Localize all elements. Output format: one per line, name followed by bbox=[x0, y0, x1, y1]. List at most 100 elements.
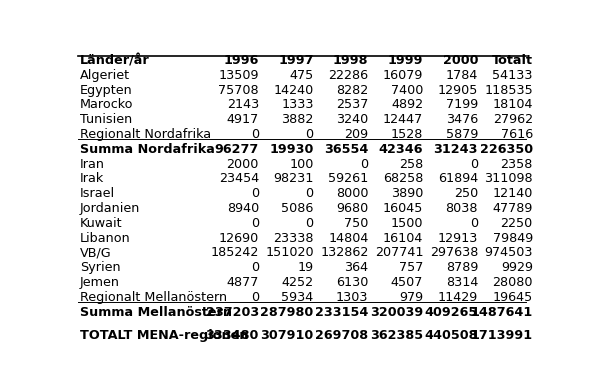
Text: 475: 475 bbox=[289, 69, 314, 82]
Text: 100: 100 bbox=[289, 158, 314, 170]
Text: 42346: 42346 bbox=[379, 143, 423, 156]
Text: 8000: 8000 bbox=[336, 187, 369, 200]
Text: 8940: 8940 bbox=[227, 202, 259, 215]
Text: 4877: 4877 bbox=[227, 276, 259, 289]
Text: 22286: 22286 bbox=[329, 69, 369, 82]
Text: Tunisien: Tunisien bbox=[80, 113, 133, 126]
Text: 12690: 12690 bbox=[219, 231, 259, 245]
Text: 132862: 132862 bbox=[320, 247, 369, 259]
Text: 23338: 23338 bbox=[273, 231, 314, 245]
Text: 31243: 31243 bbox=[434, 143, 478, 156]
Text: 4507: 4507 bbox=[391, 276, 423, 289]
Text: 16104: 16104 bbox=[383, 231, 423, 245]
Text: 12140: 12140 bbox=[492, 187, 533, 200]
Text: 13509: 13509 bbox=[219, 69, 259, 82]
Text: 0: 0 bbox=[251, 187, 259, 200]
Text: 1998: 1998 bbox=[333, 54, 369, 67]
Text: Irak: Irak bbox=[80, 172, 104, 185]
Text: 333480: 333480 bbox=[206, 329, 259, 342]
Text: Totalt: Totalt bbox=[492, 54, 533, 67]
Text: 8282: 8282 bbox=[336, 84, 369, 97]
Text: 209: 209 bbox=[345, 128, 369, 141]
Text: Regionalt Mellanöstern: Regionalt Mellanöstern bbox=[80, 291, 227, 304]
Text: 185242: 185242 bbox=[211, 247, 259, 259]
Text: 307910: 307910 bbox=[260, 329, 314, 342]
Text: 6130: 6130 bbox=[336, 276, 369, 289]
Text: 8789: 8789 bbox=[446, 261, 478, 274]
Text: Summa Nordafrika: Summa Nordafrika bbox=[80, 143, 215, 156]
Text: 1996: 1996 bbox=[224, 54, 259, 67]
Text: 23454: 23454 bbox=[219, 172, 259, 185]
Text: 0: 0 bbox=[306, 128, 314, 141]
Text: 151020: 151020 bbox=[265, 247, 314, 259]
Text: 750: 750 bbox=[344, 217, 369, 230]
Text: VB/G: VB/G bbox=[80, 247, 112, 259]
Text: 2537: 2537 bbox=[336, 98, 369, 111]
Text: 979: 979 bbox=[399, 291, 423, 304]
Text: 16079: 16079 bbox=[383, 69, 423, 82]
Text: 3882: 3882 bbox=[282, 113, 314, 126]
Text: 19645: 19645 bbox=[492, 291, 533, 304]
Text: 1528: 1528 bbox=[391, 128, 423, 141]
Text: 19930: 19930 bbox=[269, 143, 314, 156]
Text: Jordanien: Jordanien bbox=[80, 202, 140, 215]
Text: 75708: 75708 bbox=[219, 84, 259, 97]
Text: Summa Mellanöstern: Summa Mellanöstern bbox=[80, 306, 232, 319]
Text: Jemen: Jemen bbox=[80, 276, 120, 289]
Text: 287980: 287980 bbox=[260, 306, 314, 319]
Text: 207741: 207741 bbox=[375, 247, 423, 259]
Text: 11429: 11429 bbox=[438, 291, 478, 304]
Text: 757: 757 bbox=[399, 261, 423, 274]
Text: 297638: 297638 bbox=[430, 247, 478, 259]
Text: 27962: 27962 bbox=[493, 113, 533, 126]
Text: 9929: 9929 bbox=[501, 261, 533, 274]
Text: 96277: 96277 bbox=[215, 143, 259, 156]
Text: 79849: 79849 bbox=[492, 231, 533, 245]
Text: 59261: 59261 bbox=[328, 172, 369, 185]
Text: Marocko: Marocko bbox=[80, 98, 134, 111]
Text: 1303: 1303 bbox=[336, 291, 369, 304]
Text: 440508: 440508 bbox=[425, 329, 478, 342]
Text: 12447: 12447 bbox=[383, 113, 423, 126]
Text: 0: 0 bbox=[306, 187, 314, 200]
Text: 320039: 320039 bbox=[370, 306, 423, 319]
Text: Syrien: Syrien bbox=[80, 261, 121, 274]
Text: Libanon: Libanon bbox=[80, 231, 131, 245]
Text: 54133: 54133 bbox=[492, 69, 533, 82]
Text: 18104: 18104 bbox=[492, 98, 533, 111]
Text: 1784: 1784 bbox=[446, 69, 478, 82]
Text: 1997: 1997 bbox=[278, 54, 314, 67]
Text: 14240: 14240 bbox=[273, 84, 314, 97]
Text: Algeriet: Algeriet bbox=[80, 69, 130, 82]
Text: 362385: 362385 bbox=[370, 329, 423, 342]
Text: 12905: 12905 bbox=[438, 84, 478, 97]
Text: 98231: 98231 bbox=[273, 172, 314, 185]
Text: 14804: 14804 bbox=[328, 231, 369, 245]
Text: 0: 0 bbox=[251, 217, 259, 230]
Text: TOTALT MENA-regionen: TOTALT MENA-regionen bbox=[80, 329, 249, 342]
Text: 4892: 4892 bbox=[391, 98, 423, 111]
Text: 1333: 1333 bbox=[281, 98, 314, 111]
Text: 28080: 28080 bbox=[492, 276, 533, 289]
Text: 4252: 4252 bbox=[282, 276, 314, 289]
Text: 0: 0 bbox=[470, 158, 478, 170]
Text: 7616: 7616 bbox=[501, 128, 533, 141]
Text: 2250: 2250 bbox=[501, 217, 533, 230]
Text: Länder/år: Länder/år bbox=[80, 54, 150, 67]
Text: 7400: 7400 bbox=[391, 84, 423, 97]
Text: 0: 0 bbox=[360, 158, 369, 170]
Text: 12913: 12913 bbox=[438, 231, 478, 245]
Text: 8038: 8038 bbox=[445, 202, 478, 215]
Text: 16045: 16045 bbox=[383, 202, 423, 215]
Text: Egypten: Egypten bbox=[80, 84, 133, 97]
Text: 1999: 1999 bbox=[388, 54, 423, 67]
Text: 5086: 5086 bbox=[282, 202, 314, 215]
Text: 118535: 118535 bbox=[484, 84, 533, 97]
Text: 0: 0 bbox=[251, 291, 259, 304]
Text: Israel: Israel bbox=[80, 187, 115, 200]
Text: 1500: 1500 bbox=[391, 217, 423, 230]
Text: 1713991: 1713991 bbox=[471, 329, 533, 342]
Text: 61894: 61894 bbox=[438, 172, 478, 185]
Text: 311098: 311098 bbox=[484, 172, 533, 185]
Text: Iran: Iran bbox=[80, 158, 105, 170]
